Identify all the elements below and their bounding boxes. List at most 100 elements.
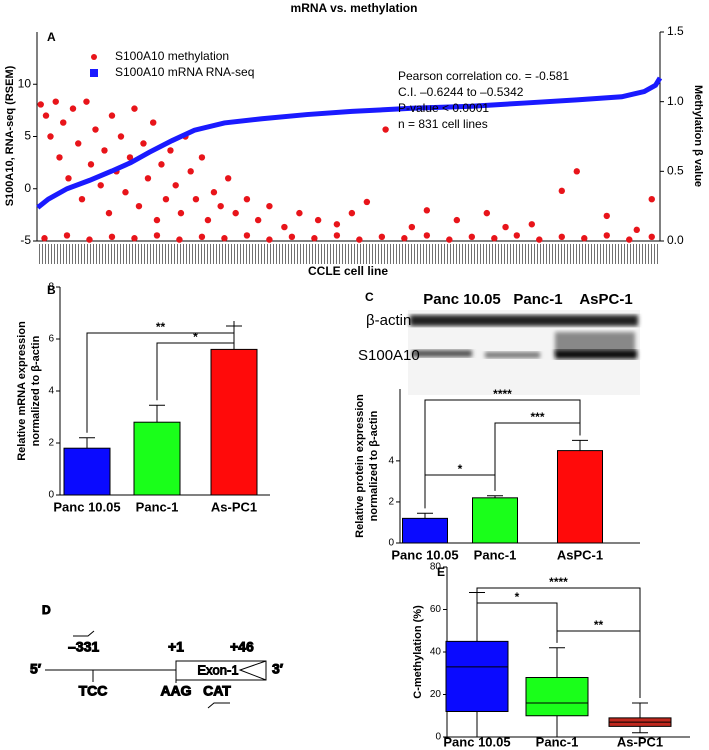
point: [108, 112, 116, 119]
significance-label: ****: [493, 387, 512, 401]
point: [204, 216, 212, 224]
significance-label: *: [515, 590, 520, 604]
point: [528, 221, 536, 228]
y-axis-label: Relative protein expression: [354, 394, 366, 538]
point: [333, 232, 341, 239]
point: [63, 232, 71, 239]
significance-label: ***: [530, 410, 544, 424]
point: [135, 202, 143, 210]
point: [266, 202, 273, 210]
point: [633, 226, 640, 234]
error-bar: [417, 512, 433, 519]
point: [78, 196, 86, 203]
strand-end: 3′: [272, 661, 284, 677]
y-tick-label: 2: [48, 438, 54, 449]
point: [42, 112, 50, 119]
point: [296, 209, 303, 217]
point: [356, 236, 363, 243]
point: [363, 198, 371, 206]
point: [56, 154, 63, 161]
error-bar: [572, 439, 588, 451]
legend-label: S100A10 mRNA RNA-seq: [115, 65, 254, 79]
point: [87, 161, 95, 168]
position: +46: [230, 639, 254, 655]
bar: [557, 450, 603, 544]
whisker: [632, 702, 648, 718]
point: [217, 202, 224, 210]
blot-row: S100A10: [358, 347, 420, 364]
point: [126, 154, 134, 161]
point: [314, 216, 322, 224]
significance-bracket: [476, 587, 558, 643]
point: [167, 147, 174, 154]
annotation: Pearson correlation co. = -0.581: [398, 69, 569, 83]
y-tick-label: 4: [48, 386, 54, 397]
point: [83, 98, 90, 105]
point: [117, 133, 125, 140]
point: [423, 232, 431, 239]
point: [483, 209, 491, 217]
annotation: n = 831 cell lines: [398, 117, 488, 131]
point: [348, 209, 356, 217]
y-tick-label: 1.0: [667, 94, 684, 108]
point: [153, 216, 161, 224]
y-tick-label: 4: [388, 456, 394, 467]
significance-bracket: [556, 630, 641, 698]
point: [626, 236, 633, 243]
y-tick-label: -5: [20, 233, 31, 247]
blot-lane: AsPC-1: [579, 291, 632, 308]
point: [536, 236, 543, 243]
motif: CAT: [203, 683, 231, 699]
y-tick-label: 0.5: [667, 164, 684, 178]
point: [468, 233, 476, 241]
motif: AAG: [160, 683, 191, 699]
significance-bracket: [494, 422, 581, 491]
point: [150, 119, 157, 126]
point: [311, 235, 318, 242]
strand-end: 5′: [30, 661, 42, 677]
legend-swatch: [90, 69, 98, 77]
exon: Exon-1: [197, 662, 238, 677]
point: [243, 196, 251, 203]
legend-swatch: [91, 54, 97, 60]
point: [158, 161, 165, 168]
point: [75, 140, 82, 147]
annotation: P-value < 0.0001: [398, 101, 489, 115]
chart-title: mRNA vs. methylation: [291, 1, 418, 15]
point: [401, 235, 408, 242]
point: [408, 223, 416, 231]
point: [140, 140, 147, 147]
point: [281, 223, 288, 231]
point: [648, 233, 655, 241]
x-tick-label: Panc 10.05: [391, 547, 458, 562]
panel-letter: A: [47, 30, 56, 44]
box: [525, 677, 589, 717]
y-tick-label: 5: [24, 129, 31, 143]
point: [122, 189, 129, 196]
significance-label: **: [156, 320, 166, 334]
point: [603, 232, 610, 239]
y-tick-label: 20: [430, 689, 442, 700]
point: [65, 175, 72, 182]
line: [36, 76, 663, 210]
point: [131, 105, 138, 112]
bar: [402, 517, 448, 544]
panel-letter: E: [437, 565, 445, 579]
significance-label: ****: [549, 575, 568, 589]
bar: [133, 421, 181, 496]
significance-label: **: [594, 618, 604, 632]
y-axis-label: normalized to β-actin: [368, 410, 380, 521]
point: [105, 209, 113, 217]
point: [382, 126, 389, 133]
y-tick-label: 0: [24, 181, 31, 195]
x-tick-label: Panc 10.05: [53, 499, 120, 514]
point: [101, 147, 108, 154]
point: [502, 223, 509, 231]
point: [162, 196, 170, 203]
panel-letter: C: [365, 290, 374, 304]
point: [92, 126, 99, 133]
x-tick-label: Panc 10.05: [443, 734, 510, 749]
y-tick-label: 10: [18, 76, 32, 90]
position: +1: [168, 639, 184, 655]
